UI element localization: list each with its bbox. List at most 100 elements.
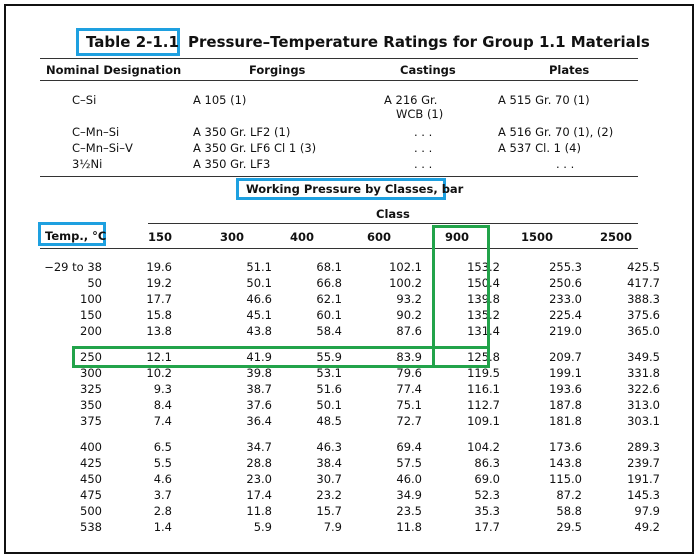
pressure-cell-class-2500: 365.0 <box>627 324 660 338</box>
pressure-cell-class-150: 15.8 <box>146 308 172 322</box>
material-castings: A 216 Gr. <box>384 93 438 107</box>
pressure-cell-class-300: 46.6 <box>246 292 272 306</box>
pressure-cell-class-900: 35.3 <box>474 504 500 518</box>
pressure-cell-class-150: 3.7 <box>153 488 172 502</box>
divider <box>40 176 638 177</box>
divider <box>40 58 638 59</box>
pressure-cell-class-1500: 29.5 <box>556 520 582 534</box>
pressure-cell-class-900: 17.7 <box>474 520 500 534</box>
row-temperature: 150 <box>80 308 102 322</box>
pressure-cell-class-900: 116.1 <box>467 382 500 396</box>
pressure-cell-class-400: 15.7 <box>316 504 342 518</box>
row-temperature: 375 <box>80 414 102 428</box>
temp-header: Temp., °C <box>45 229 107 243</box>
pressure-cell-class-300: 45.1 <box>246 308 272 322</box>
row-temperature: 325 <box>80 382 102 396</box>
pressure-cell-class-1500: 187.8 <box>549 398 582 412</box>
header-castings: Castings <box>400 63 456 77</box>
pressure-cell-class-2500: 331.8 <box>627 366 660 380</box>
pressure-cell-class-150: 13.8 <box>146 324 172 338</box>
material-castings: . . . <box>414 125 433 139</box>
pressure-cell-class-1500: 115.0 <box>549 472 582 486</box>
divider <box>40 248 638 249</box>
pressure-cell-class-1500: 181.8 <box>549 414 582 428</box>
pressure-cell-class-1500: 87.2 <box>556 488 582 502</box>
class-header-2500: 2500 <box>599 230 632 244</box>
pressure-cell-class-150: 2.8 <box>153 504 172 518</box>
pressure-cell-class-150: 19.6 <box>146 260 172 274</box>
pressure-cell-class-400: 46.3 <box>316 440 342 454</box>
pressure-cell-class-900: 104.2 <box>467 440 500 454</box>
pressure-cell-class-150: 4.6 <box>153 472 172 486</box>
pressure-cell-class-600: 83.9 <box>396 350 422 364</box>
material-castings: WCB (1) <box>396 107 444 121</box>
pressure-cell-class-900: 109.1 <box>467 414 500 428</box>
row-temperature: −29 to 38 <box>44 260 102 274</box>
pressure-cell-class-400: 38.4 <box>316 456 342 470</box>
pressure-cell-class-900: 119.5 <box>467 366 500 380</box>
pressure-cell-class-600: 57.5 <box>396 456 422 470</box>
header-forgings: Forgings <box>249 63 306 77</box>
pressure-cell-class-300: 37.6 <box>246 398 272 412</box>
page-frame <box>4 4 694 554</box>
row-temperature: 425 <box>80 456 102 470</box>
pressure-cell-class-400: 51.6 <box>316 382 342 396</box>
pressure-cell-class-2500: 375.6 <box>627 308 660 322</box>
row-temperature: 475 <box>80 488 102 502</box>
pressure-cell-class-400: 50.1 <box>316 398 342 412</box>
pressure-cell-class-400: 66.8 <box>316 276 342 290</box>
pressure-cell-class-600: 23.5 <box>396 504 422 518</box>
table-number: Table 2-1.1 <box>86 33 179 51</box>
pressure-cell-class-300: 5.9 <box>253 520 272 534</box>
pressure-cell-class-600: 93.2 <box>396 292 422 306</box>
pressure-cell-class-150: 12.1 <box>146 350 172 364</box>
divider <box>40 80 638 81</box>
material-castings: . . . <box>414 157 433 171</box>
pressure-cell-class-400: 60.1 <box>316 308 342 322</box>
pressure-cell-class-1500: 255.3 <box>549 260 582 274</box>
pressure-cell-class-300: 17.4 <box>246 488 272 502</box>
pressure-cell-class-400: 55.9 <box>316 350 342 364</box>
pressure-cell-class-600: 87.6 <box>396 324 422 338</box>
row-temperature: 538 <box>80 520 102 534</box>
table-title: Pressure–Temperature Ratings for Group 1… <box>188 33 650 51</box>
temp-header-highlight <box>38 222 106 246</box>
pressure-cell-class-900: 139.8 <box>467 292 500 306</box>
pressure-cell-class-300: 39.8 <box>246 366 272 380</box>
pressure-cell-class-150: 9.3 <box>153 382 172 396</box>
pressure-cell-class-600: 11.8 <box>396 520 422 534</box>
pressure-cell-class-300: 38.7 <box>246 382 272 396</box>
working-pressure-heading: Working Pressure by Classes, bar <box>246 182 464 196</box>
pressure-cell-class-150: 7.4 <box>153 414 172 428</box>
pressure-cell-class-600: 46.0 <box>396 472 422 486</box>
pressure-cell-class-400: 53.1 <box>316 366 342 380</box>
pressure-cell-class-1500: 58.8 <box>556 504 582 518</box>
material-forgings: A 350 Gr. LF6 Cl 1 (3) <box>193 141 317 155</box>
pressure-cell-class-150: 17.7 <box>146 292 172 306</box>
material-designation: C–Si <box>72 93 97 107</box>
material-designation: 3½Ni <box>72 157 103 171</box>
pressure-cell-class-400: 58.4 <box>316 324 342 338</box>
pressure-cell-class-1500: 193.6 <box>549 382 582 396</box>
pressure-cell-class-300: 50.1 <box>246 276 272 290</box>
working-pressure-highlight <box>236 178 446 200</box>
pressure-cell-class-600: 90.2 <box>396 308 422 322</box>
pressure-cell-class-150: 8.4 <box>153 398 172 412</box>
material-castings: . . . <box>414 141 433 155</box>
pressure-cell-class-300: 28.8 <box>246 456 272 470</box>
pressure-cell-class-2500: 388.3 <box>627 292 660 306</box>
pressure-cell-class-300: 23.0 <box>246 472 272 486</box>
pressure-cell-class-300: 41.9 <box>246 350 272 364</box>
pressure-cell-class-150: 6.5 <box>153 440 172 454</box>
pressure-cell-class-900: 86.3 <box>474 456 500 470</box>
pressure-cell-class-1500: 143.8 <box>549 456 582 470</box>
class-label: Class <box>376 207 410 221</box>
pressure-cell-class-1500: 225.4 <box>549 308 582 322</box>
pressure-cell-class-600: 79.6 <box>396 366 422 380</box>
row-temperature: 500 <box>80 504 102 518</box>
material-designation: C–Mn–Si–V <box>72 141 133 155</box>
pressure-cell-class-300: 36.4 <box>246 414 272 428</box>
pressure-cell-class-1500: 219.0 <box>549 324 582 338</box>
pressure-cell-class-300: 43.8 <box>246 324 272 338</box>
pressure-cell-class-400: 30.7 <box>316 472 342 486</box>
